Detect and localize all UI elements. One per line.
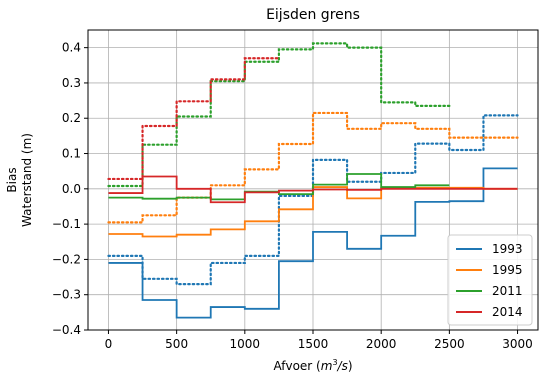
- y-tick-label: 0.3: [62, 76, 81, 90]
- y-axis: −0.4 −0.3 −0.2 −0.1 0.0 0.1 0.2 0.3 0.4: [52, 41, 88, 337]
- x-axis: 0 500 1000 1500 2000 2500 3000: [105, 330, 533, 351]
- series-line-dotted-5: [107, 42, 451, 188]
- y-tick-label: 0.2: [62, 111, 81, 125]
- y-tick-label: −0.3: [52, 288, 81, 302]
- legend: 1993 1995 2011 2014: [447, 234, 533, 326]
- x-tick-label: 0: [105, 337, 113, 351]
- x-axis-label: Afvoer (m3/s): [273, 358, 352, 373]
- y-tick-label: −0.4: [52, 323, 81, 337]
- x-tick-label: 500: [165, 337, 188, 351]
- x-tick-label: 3000: [502, 337, 533, 351]
- x-tick-label: 1500: [298, 337, 329, 351]
- y-tick-label: 0.1: [62, 147, 81, 161]
- y-tick-label: 0.4: [62, 41, 81, 55]
- chart-title: Eijsden grens: [266, 7, 360, 23]
- legend-label-2014: 2014: [492, 305, 523, 319]
- y-tick-label: −0.2: [52, 252, 81, 266]
- x-tick-label: 2000: [366, 337, 397, 351]
- series-line-1995-2: [108, 186, 518, 238]
- y-axis-label-line1: Bias: [5, 167, 19, 192]
- legend-label-1995: 1995: [492, 263, 523, 277]
- x-tick-label: 2500: [434, 337, 465, 351]
- x-tick-label: 1000: [230, 337, 261, 351]
- y-axis-label-line2: Waterstand (m): [20, 133, 34, 227]
- series-line-dotted-7: [107, 57, 281, 181]
- series-line-dotted-1: [107, 114, 519, 286]
- series-line-1993-0: [108, 167, 518, 319]
- legend-label-2011: 2011: [492, 284, 523, 298]
- y-tick-label: −0.1: [52, 217, 81, 231]
- y-tick-label: 0.0: [62, 182, 81, 196]
- series-line-dotted-3: [107, 111, 519, 224]
- legend-box: [447, 234, 533, 326]
- series-layer: [107, 42, 519, 319]
- legend-label-1993: 1993: [492, 242, 523, 256]
- series-line-2014-6: [108, 175, 518, 204]
